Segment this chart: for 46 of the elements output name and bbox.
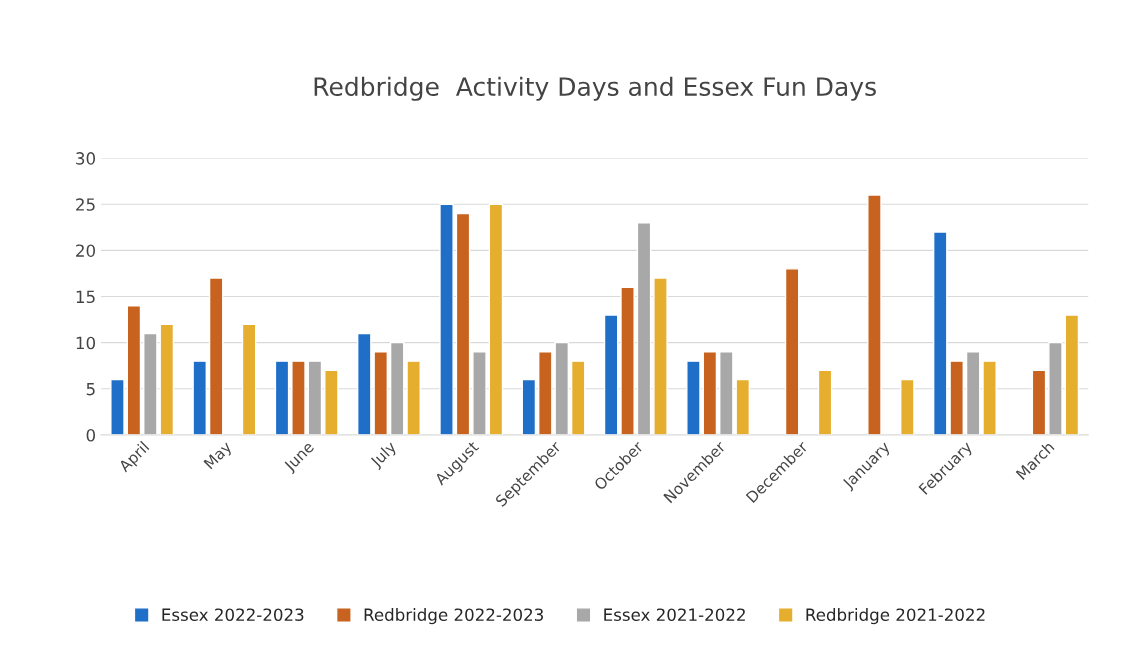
y-tick-label: 5 — [86, 382, 95, 396]
bar — [784, 268, 800, 435]
bar — [982, 360, 997, 435]
bar — [867, 194, 882, 435]
bar — [143, 332, 158, 435]
y-tick-label: 20 — [76, 244, 96, 257]
bar — [603, 314, 619, 435]
bar — [900, 378, 915, 435]
bar — [241, 323, 257, 435]
bar — [653, 277, 668, 435]
bar — [1031, 369, 1047, 435]
bar — [389, 341, 405, 435]
y-tick-label: 30 — [76, 152, 96, 165]
bar — [636, 222, 652, 435]
legend-label: Essex 2022-2023 — [162, 608, 304, 621]
legend-label: Redbridge 2022-2023 — [364, 608, 543, 625]
bar — [110, 378, 125, 435]
bar — [1048, 341, 1063, 435]
bar — [817, 369, 833, 435]
bar — [208, 277, 224, 435]
bar — [159, 323, 175, 435]
bar — [192, 360, 207, 435]
bar — [702, 351, 718, 435]
bar — [324, 369, 339, 435]
bar — [455, 212, 471, 435]
chart-title: Redbridge Activity Days and Essex Fun Days — [314, 76, 876, 101]
bar — [274, 360, 290, 435]
bar — [965, 351, 981, 435]
legend-label: Redbridge 2021-2022 — [806, 608, 985, 625]
y-tick-label: 25 — [76, 198, 95, 211]
legend-label: Essex 2021-2022 — [604, 608, 745, 621]
bar — [439, 203, 454, 435]
bar — [472, 351, 487, 435]
bar — [1064, 314, 1080, 435]
bar — [406, 360, 421, 435]
bar — [570, 360, 586, 435]
bar — [488, 203, 504, 435]
bar — [126, 305, 142, 435]
y-tick-label: 15 — [76, 290, 95, 304]
y-tick-label: 0 — [86, 428, 96, 442]
bar — [291, 360, 306, 435]
bar — [307, 360, 323, 435]
bar — [686, 360, 701, 435]
bar — [620, 286, 635, 435]
y-tick-label: 10 — [76, 336, 96, 350]
bar — [521, 378, 537, 435]
